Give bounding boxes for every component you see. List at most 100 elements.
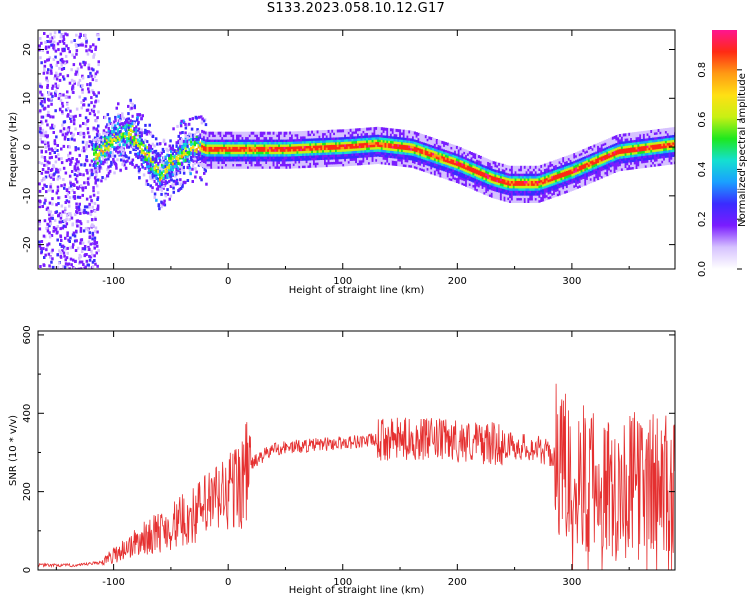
spectrogram-cell	[69, 181, 72, 185]
spectrogram-cell	[149, 170, 152, 174]
spectrogram-cell	[336, 151, 339, 155]
spectrogram-cell	[437, 146, 440, 150]
spectrogram-cell	[463, 163, 466, 167]
spectrogram-cell	[433, 162, 437, 166]
spectrogram-cell	[226, 148, 229, 152]
spectrogram-cell	[129, 107, 132, 111]
spectrogram-cell	[46, 135, 49, 139]
spectrogram-cell	[120, 135, 123, 139]
spectrogram-cell	[331, 154, 334, 158]
spectrogram-cell	[94, 217, 97, 221]
spectrogram-cell	[60, 213, 63, 217]
spectrogram-cell	[358, 147, 361, 151]
spectrogram-cell	[510, 195, 514, 199]
spectrogram-cell	[247, 161, 250, 164]
spectrogram-cell	[333, 146, 336, 150]
spectrogram-cell	[492, 175, 495, 179]
spectrogram-cell	[153, 157, 156, 161]
spectrogram-cell	[49, 97, 53, 101]
spectrogram-cell	[247, 139, 250, 142]
spectrogram-cell	[527, 182, 530, 186]
spectrogram-cell	[373, 134, 376, 138]
spectrogram-cell	[236, 136, 239, 140]
spectrogram-cell	[479, 165, 482, 169]
spectrogram-cell	[525, 190, 528, 194]
spectrogram-cell	[144, 160, 147, 163]
spectrogram-cell	[104, 137, 107, 141]
spectrogram-cell	[320, 154, 323, 158]
spectrogram-cell	[531, 165, 534, 169]
spectrogram-cell	[75, 202, 78, 206]
spectrogram-cell	[64, 171, 68, 175]
spectrogram-cell	[175, 151, 178, 155]
spectrogram-cell	[219, 131, 222, 135]
spectrogram-cell	[525, 182, 528, 186]
spectrogram-cell	[476, 164, 479, 168]
spectrogram-cell	[391, 157, 394, 161]
spectrogram-cell	[223, 161, 226, 164]
spectrogram-cell	[188, 147, 191, 151]
spectrogram-cell	[311, 133, 314, 136]
spectrogram-cell	[245, 148, 248, 152]
spectrogram-cell	[280, 148, 283, 152]
spectrogram-cell	[179, 141, 182, 145]
spectrogram-cell	[296, 153, 299, 157]
spectrogram-cell	[73, 81, 76, 85]
spectrogram-cell	[217, 146, 220, 150]
spectrogram-cell	[276, 146, 279, 150]
spectrogram-cell	[322, 154, 325, 158]
spectrogram-cell	[61, 220, 65, 223]
spectrogram-cell	[94, 157, 97, 161]
spectrogram-cell	[247, 136, 250, 140]
spectrogram-cell	[298, 160, 301, 164]
spectrogram-cell	[113, 171, 116, 175]
spectrogram-cell	[488, 169, 492, 173]
spectrogram-cell	[483, 162, 486, 166]
spectrogram-cell	[258, 131, 261, 135]
spectrogram-cell	[410, 142, 413, 146]
spectrogram-cell	[545, 175, 548, 179]
spectrogram-cell	[283, 146, 286, 150]
spectrogram-cell	[452, 149, 455, 153]
spectrogram-cell	[96, 134, 99, 138]
spectrogram-cell	[435, 173, 438, 177]
spectrogram-cell	[140, 133, 143, 137]
spectrogram-cell	[380, 127, 383, 131]
spectrogram-cell	[93, 230, 97, 234]
spectrogram-cell	[479, 180, 482, 184]
spectrogram-cell	[62, 178, 65, 181]
spectrogram-cell	[470, 166, 473, 170]
spectrogram-cell	[465, 159, 468, 163]
spectrogram-cell	[226, 161, 229, 164]
spectrogram-cell	[131, 158, 135, 162]
spectrogram-cell	[311, 140, 314, 144]
spectrogram-cell	[527, 200, 530, 203]
spectrogram-cell	[263, 156, 266, 160]
spectrogram-cell	[230, 148, 233, 152]
spectrogram-cell	[410, 130, 413, 134]
spectrogram-cell	[153, 153, 156, 157]
spectrogram-cell	[160, 174, 163, 178]
spectrogram-cell	[479, 168, 482, 172]
spectrogram-cell	[90, 140, 93, 144]
spectrogram-cell	[71, 245, 74, 249]
spectrogram-cell	[219, 165, 222, 169]
spectrogram-cell	[157, 161, 160, 165]
spectrogram-cell	[518, 182, 521, 186]
spectrogram-cell	[296, 136, 299, 140]
spectrogram-cell	[531, 175, 534, 179]
spectrogram-cell	[73, 55, 76, 59]
spectrogram-cell	[184, 134, 187, 138]
spectrogram-cell	[298, 136, 301, 139]
spectrogram-cell	[270, 148, 273, 152]
spectrogram-cell	[444, 147, 448, 150]
spectrogram-cell	[461, 162, 464, 166]
spectrogram-cell	[171, 183, 174, 187]
spectrogram-cell	[289, 153, 292, 157]
spectrogram-cell	[459, 166, 462, 170]
spectrogram-cell	[97, 249, 100, 253]
spectrogram-cell	[457, 175, 460, 179]
spectrogram-cell	[39, 84, 42, 88]
spectrogram-cell	[554, 193, 558, 197]
spectrogram-cell	[287, 146, 290, 150]
